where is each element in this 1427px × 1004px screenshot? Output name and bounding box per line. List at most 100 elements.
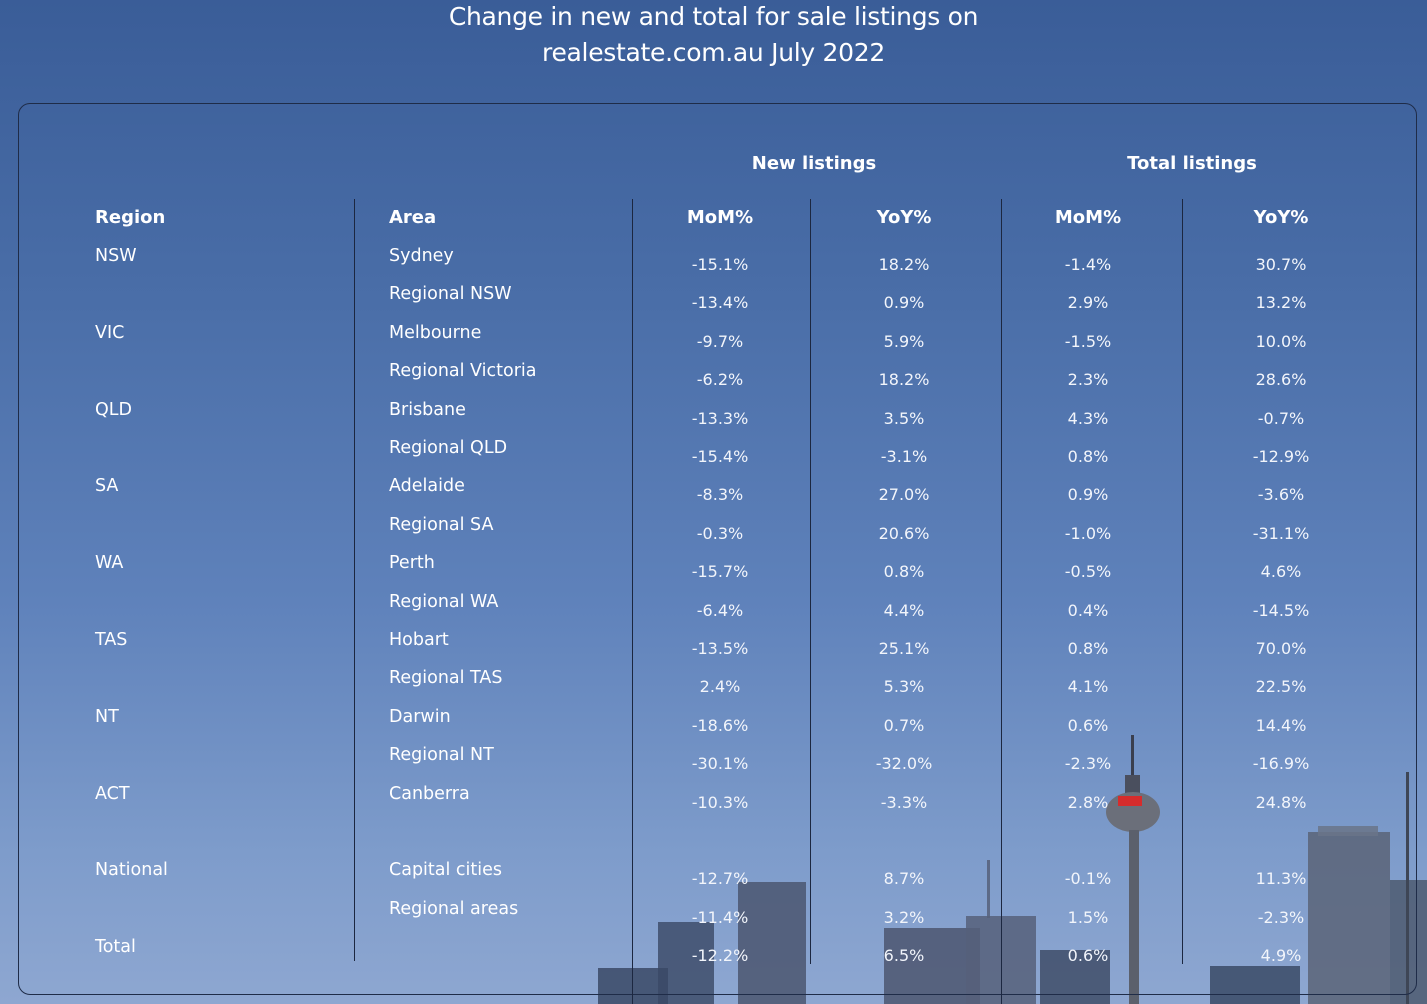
cell-total-yoy: 14.4% <box>1255 715 1307 735</box>
cell-new-mom: -15.4% <box>691 447 749 466</box>
cell-new-mom: -6.4% <box>696 600 744 620</box>
cell-total-yoy: 24.8% <box>1255 792 1307 812</box>
cell-area: Regional WA <box>389 591 499 612</box>
cell-region: VIC <box>95 322 125 343</box>
divider-region-area <box>354 199 355 961</box>
cell-area: Melbourne <box>389 322 482 343</box>
cell-new-yoy: 0.8% <box>883 562 925 582</box>
cell-new-mom: -11.4% <box>691 907 749 927</box>
cell-total-mom: -2.3% <box>1064 754 1112 774</box>
column-header-new-mom: MoM% <box>686 207 754 228</box>
cell-total-mom: 0.8% <box>1067 447 1109 466</box>
cell-new-mom: -13.5% <box>691 639 749 658</box>
cell-area: Sydney <box>389 246 454 266</box>
cell-new-mom: -9.7% <box>696 331 744 351</box>
cell-total-yoy: -14.5% <box>1252 600 1310 620</box>
group-header-total-listings: Total listings <box>1127 153 1257 174</box>
cell-area: Regional areas <box>389 898 519 919</box>
cell-new-yoy: 18.2% <box>878 255 930 274</box>
cell-total-mom: -1.4% <box>1064 255 1112 274</box>
cell-area: Capital cities <box>389 860 503 881</box>
group-header-new-listings: New listings <box>751 153 877 174</box>
chart-title-line-2: realestate.com.au July 2022 <box>542 38 885 67</box>
cell-total-mom: 4.3% <box>1067 408 1109 428</box>
cell-new-mom: -12.7% <box>691 869 749 889</box>
cell-region: Total <box>95 937 136 958</box>
table-panel <box>18 103 1417 995</box>
column-header-total-mom: MoM% <box>1054 207 1122 228</box>
cell-new-mom: -12.2% <box>691 946 749 966</box>
cell-new-yoy: 20.6% <box>878 523 930 543</box>
cell-new-mom: -15.7% <box>691 562 749 582</box>
cell-region: NSW <box>95 246 137 266</box>
chart-title-line-1: Change in new and total for sale listing… <box>448 2 979 31</box>
cell-total-mom: 2.9% <box>1067 293 1109 313</box>
cell-region: ACT <box>95 783 130 804</box>
divider-new-mom-yoy <box>810 199 811 964</box>
divider-total-mom-yoy <box>1182 199 1183 964</box>
cell-new-mom: 2.4% <box>699 677 741 697</box>
cell-new-mom: -15.1% <box>691 255 749 274</box>
cell-new-yoy: 5.3% <box>883 677 925 697</box>
column-header-region: Region <box>95 207 166 228</box>
cell-total-mom: -0.5% <box>1064 562 1112 582</box>
cell-total-yoy: 70.0% <box>1255 639 1307 658</box>
cell-total-yoy: -16.9% <box>1252 754 1310 774</box>
cell-total-mom: 1.5% <box>1067 907 1109 927</box>
cell-area: Regional QLD <box>389 438 508 458</box>
cell-total-mom: 0.9% <box>1067 485 1109 505</box>
cell-total-yoy: -2.3% <box>1257 907 1305 927</box>
cell-new-yoy: 4.4% <box>883 600 925 620</box>
cell-new-mom: -18.6% <box>691 715 749 735</box>
cell-total-mom: -1.5% <box>1064 331 1112 351</box>
cell-total-yoy: 30.7% <box>1255 255 1307 274</box>
cell-new-mom: -10.3% <box>691 792 749 812</box>
cell-total-yoy: 13.2% <box>1255 293 1307 313</box>
cell-new-yoy: 3.5% <box>883 408 925 428</box>
divider-area-new <box>632 199 633 1004</box>
column-header-new-yoy: YoY% <box>876 207 932 228</box>
cell-total-yoy: 10.0% <box>1255 331 1307 351</box>
cell-area: Regional NSW <box>389 284 512 305</box>
cell-total-yoy: -31.1% <box>1252 523 1310 543</box>
cell-region: TAS <box>95 630 128 650</box>
cell-region: WA <box>95 553 124 574</box>
cell-region: SA <box>95 476 119 497</box>
cell-new-yoy: 0.9% <box>883 293 925 313</box>
cell-new-yoy: 8.7% <box>883 869 925 889</box>
cell-total-mom: 4.1% <box>1067 677 1109 697</box>
cell-area: Brisbane <box>389 399 466 420</box>
cell-total-mom: 2.3% <box>1067 370 1109 390</box>
cell-area: Perth <box>389 553 435 574</box>
cell-total-mom: 0.4% <box>1067 600 1109 620</box>
cell-total-mom: 0.6% <box>1067 715 1109 735</box>
cell-new-mom: -0.3% <box>696 523 744 543</box>
cell-new-yoy: 5.9% <box>883 331 925 351</box>
cell-area: Regional NT <box>389 745 494 766</box>
cell-total-mom: -1.0% <box>1064 523 1112 543</box>
cell-new-yoy: 0.7% <box>883 715 925 735</box>
cell-new-yoy: -3.1% <box>880 447 928 466</box>
cell-area: Canberra <box>389 783 470 804</box>
cell-region: NT <box>95 706 119 727</box>
cell-total-yoy: 4.6% <box>1260 562 1302 582</box>
cell-total-yoy: 22.5% <box>1255 677 1307 697</box>
cell-new-mom: -13.4% <box>691 293 749 313</box>
cell-area: Darwin <box>389 706 451 727</box>
column-header-total-yoy: YoY% <box>1253 207 1309 228</box>
cell-area: Regional SA <box>389 514 494 535</box>
cell-total-yoy: -3.6% <box>1257 485 1305 505</box>
cell-new-yoy: -3.3% <box>880 792 928 812</box>
cell-total-yoy: 4.9% <box>1260 946 1302 966</box>
cell-total-yoy: -0.7% <box>1257 408 1305 428</box>
cell-new-mom: -30.1% <box>691 754 749 774</box>
cell-total-yoy: 11.3% <box>1255 869 1307 889</box>
cell-new-mom: -6.2% <box>696 370 744 390</box>
cell-total-mom: -0.1% <box>1064 869 1112 889</box>
column-header-area: Area <box>389 207 437 228</box>
divider-new-total <box>1001 199 1002 1004</box>
cell-total-mom: 0.6% <box>1067 946 1109 966</box>
cell-new-yoy: 25.1% <box>878 639 930 658</box>
cell-new-yoy: -32.0% <box>875 754 933 774</box>
cell-area: Regional Victoria <box>389 361 537 382</box>
